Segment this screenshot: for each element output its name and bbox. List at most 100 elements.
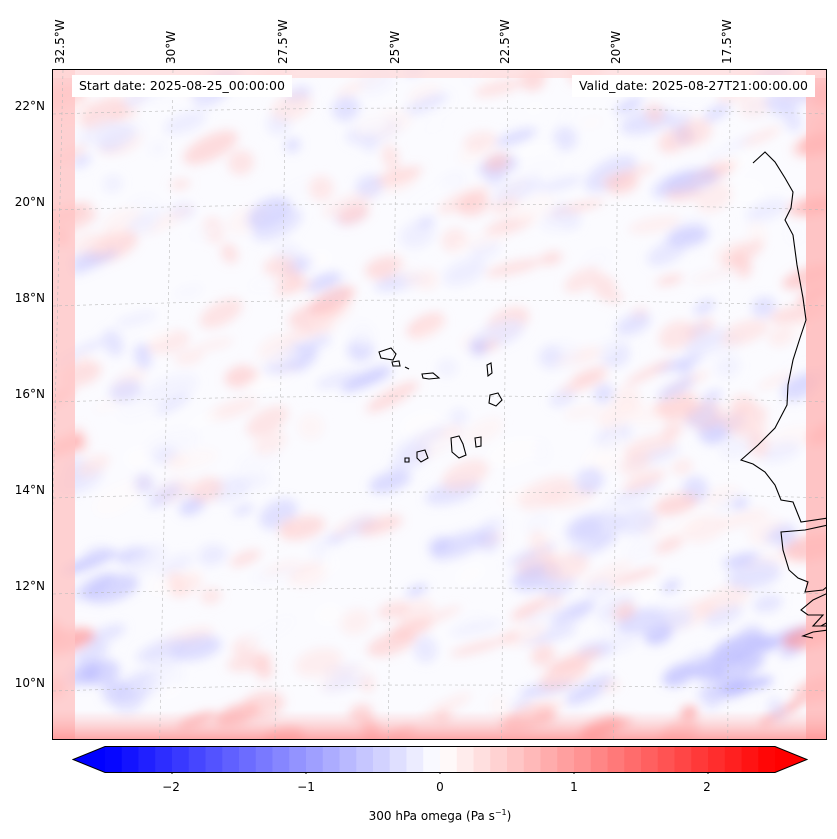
omega-contour-patch — [252, 208, 303, 242]
omega-contour-patch — [693, 299, 716, 316]
omega-contour-patch — [656, 377, 695, 401]
omega-contour-patch — [187, 412, 221, 427]
omega-contour-patch — [531, 644, 556, 667]
omega-contour-patch — [415, 269, 439, 291]
omega-contour-patch — [662, 663, 696, 687]
lat-label: 12°N — [14, 579, 45, 593]
omega-contour-patch — [305, 249, 333, 268]
omega-contour-patch — [127, 214, 157, 235]
omega-contour-patch — [614, 96, 644, 114]
omega-contour-patch — [606, 174, 639, 195]
omega-contour-patch — [190, 477, 223, 503]
omega-contour-patch — [580, 118, 603, 128]
omega-contour-patch — [495, 128, 537, 147]
omega-contour-patch — [558, 108, 578, 121]
omega-contour-patch — [713, 241, 747, 263]
latitude-gridline — [53, 684, 826, 692]
omega-contour-patch — [253, 430, 287, 455]
omega-contour-patch — [759, 440, 801, 463]
colorbar-cell — [674, 746, 692, 773]
colorbar-cell — [557, 746, 575, 773]
omega-contour-patch — [748, 430, 769, 458]
omega-contour-patch — [436, 359, 458, 377]
colorbar-cell — [490, 746, 508, 773]
omega-contour-patch — [685, 266, 742, 283]
omega-contour-patch — [220, 243, 239, 264]
omega-contour-patch — [134, 342, 152, 370]
omega-contour-patch — [518, 476, 574, 510]
omega-contour-patch — [601, 679, 621, 693]
colorbar-cell — [205, 746, 223, 773]
omega-contour-patch — [499, 631, 519, 643]
omega-contour-patch — [583, 561, 633, 586]
latitude-gridline — [53, 203, 826, 211]
omega-contour-patch — [460, 613, 486, 626]
coastline — [378, 151, 826, 639]
omega-contour-patch — [399, 220, 435, 249]
colorbar-label-exponent: −1 — [494, 808, 507, 817]
omega-contour-patch — [538, 176, 583, 193]
omega-contour-patch — [474, 78, 523, 98]
omega-contour-patch — [150, 482, 181, 504]
omega-contour-patch — [544, 577, 576, 599]
colorbar-cell — [339, 746, 357, 773]
colorbar-cell — [440, 746, 458, 773]
valid-date-label: Valid_date: 2025-08-27T21:00:00.00 — [571, 75, 815, 97]
omega-contour-patch — [661, 579, 681, 594]
omega-contour-patch — [485, 258, 542, 277]
omega-contour-patch — [315, 370, 364, 389]
colorbar-cell — [574, 746, 592, 773]
lat-label: 14°N — [14, 483, 45, 497]
longitude-gridline — [387, 70, 398, 739]
omega-contour-patch — [350, 321, 376, 348]
omega-contour-patch — [229, 549, 262, 567]
omega-contour-patch — [465, 323, 485, 337]
omega-contour-patch — [510, 600, 544, 621]
omega-contour-patch — [724, 551, 761, 568]
colorbar-cell — [724, 746, 743, 773]
omega-contour-patch — [314, 603, 343, 625]
omega-contour-patch — [504, 622, 547, 648]
colorbar-cell — [507, 746, 525, 773]
omega-contour-patch — [189, 225, 224, 240]
omega-contour-patch — [603, 490, 654, 512]
omega-contour-patch — [490, 197, 520, 214]
omega-contour-patch — [593, 275, 617, 301]
omega-contour-patch — [645, 103, 664, 124]
omega-contour-patch — [402, 269, 422, 287]
coastline-africa-north — [739, 151, 826, 523]
omega-contour-patch — [522, 604, 561, 626]
omega-contour-patch — [109, 379, 143, 403]
longitude-gridline — [501, 70, 509, 739]
omega-contour-patch — [85, 624, 126, 645]
lon-label: 30°W — [164, 30, 178, 64]
omega-contour-patch — [571, 365, 608, 382]
lat-label: 22°N — [14, 99, 45, 113]
omega-contour-patch — [308, 334, 333, 349]
colorbar-cell — [155, 746, 173, 773]
omega-contour-patch — [563, 266, 602, 293]
island-santa-luzia — [404, 366, 410, 370]
omega-contour-patch — [305, 271, 341, 293]
omega-contour-patch — [582, 250, 610, 270]
omega-contour-patch — [294, 647, 343, 677]
colorbar-cell — [322, 746, 341, 773]
omega-contour-patch — [528, 530, 549, 554]
colorbar-cell — [423, 746, 441, 773]
omega-contour-patch — [253, 658, 274, 680]
omega-contour-patch — [78, 119, 121, 146]
colorbar-extend-high — [775, 746, 807, 773]
omega-contour-patch — [430, 530, 488, 560]
omega-contour-patch — [112, 688, 144, 714]
omega-contour-patch — [451, 232, 510, 251]
omega-contour-patch — [450, 639, 505, 656]
omega-contour-patch — [297, 413, 324, 440]
omega-contour-patch — [310, 539, 329, 562]
omega-contour-patch — [695, 182, 733, 213]
omega-contour-patch — [536, 342, 580, 370]
island-sal — [486, 362, 493, 378]
omega-contour-patch — [656, 274, 684, 286]
omega-contour-patch — [613, 602, 636, 621]
omega-contour-patch — [67, 251, 99, 266]
colorbar-cell — [272, 746, 290, 773]
